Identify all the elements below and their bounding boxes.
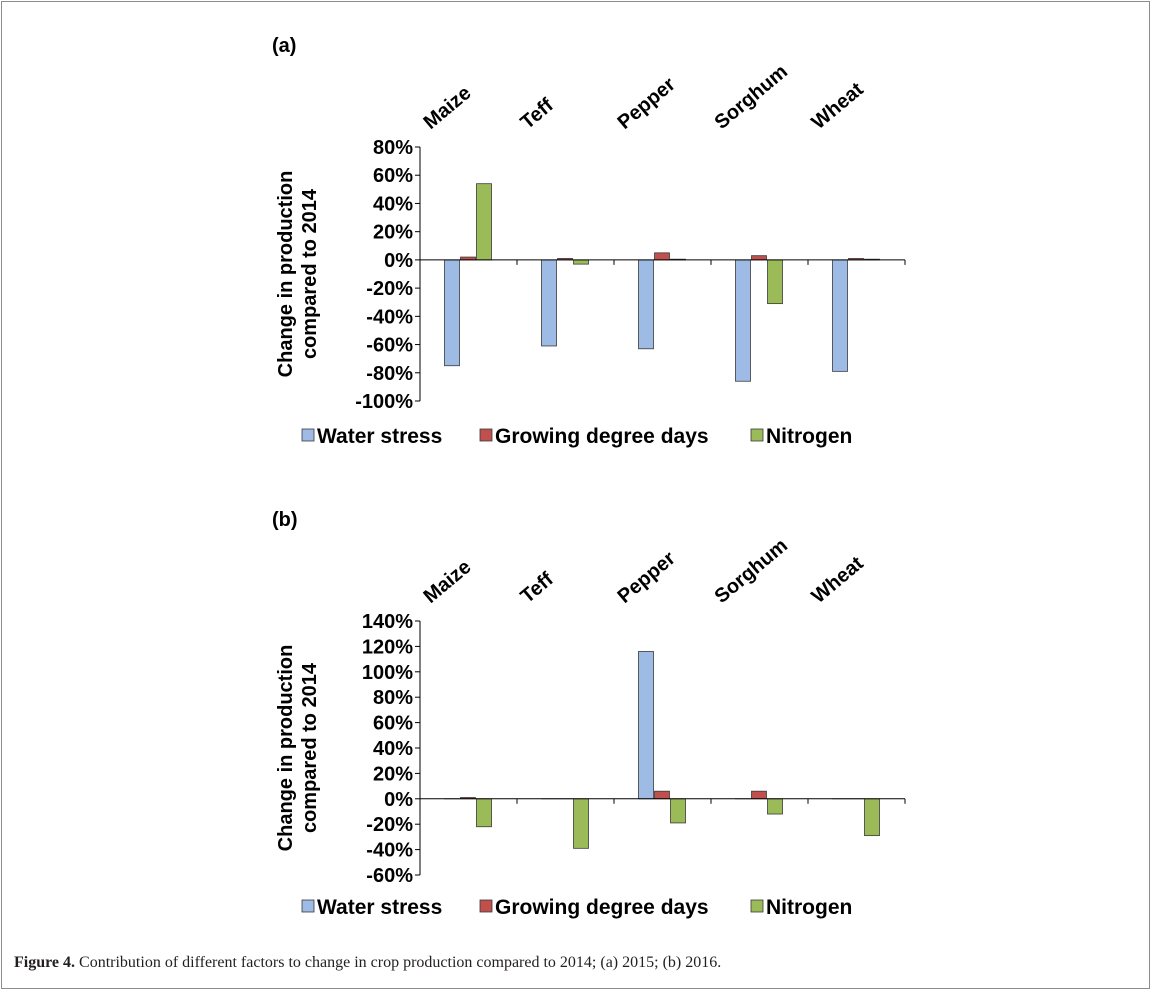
y-tick-label: -20%	[366, 814, 413, 836]
bar	[751, 255, 767, 261]
y-tick-label: 100%	[362, 662, 413, 684]
bar	[670, 798, 686, 824]
figure-caption: Figure 4. Contribution of different fact…	[14, 954, 1134, 972]
y-axis-title-line1: Change in production	[275, 645, 297, 852]
category-label: Sorghum	[711, 61, 792, 134]
bar	[767, 259, 783, 305]
y-axis-title-line2: compared to 2014	[299, 662, 321, 833]
y-tick-label: -40%	[366, 306, 413, 328]
y-axis-title-line2: compared to 2014	[299, 188, 321, 359]
legend-swatch	[479, 899, 493, 913]
caption-label: Figure 4.	[14, 954, 76, 971]
y-tick-label: -80%	[366, 363, 413, 385]
legend-label: Nitrogen	[766, 896, 852, 919]
y-tick-label: -20%	[366, 278, 413, 300]
category-label: Pepper	[614, 547, 680, 608]
legend-swatch	[479, 428, 493, 442]
legend-swatch	[301, 899, 315, 913]
panel-label: (b)	[272, 509, 298, 531]
category-label: Maize	[420, 556, 476, 608]
bar	[735, 259, 751, 382]
y-tick-label: -60%	[366, 335, 413, 357]
y-tick-label: 0%	[384, 789, 413, 811]
bar	[751, 790, 767, 800]
panel-label: (a)	[272, 35, 296, 57]
bar	[573, 259, 589, 265]
bar	[654, 252, 670, 261]
y-tick-label: 20%	[373, 222, 413, 244]
y-tick-label: 60%	[373, 165, 413, 187]
caption-text: Contribution of different factors to cha…	[79, 954, 722, 971]
bar	[767, 798, 783, 815]
y-tick-label: 140%	[362, 611, 413, 633]
y-tick-label: 40%	[373, 738, 413, 760]
y-tick-label: -100%	[355, 391, 413, 413]
y-tick-label: 80%	[373, 687, 413, 709]
bar	[476, 798, 492, 828]
legend-label: Water stress	[317, 425, 442, 448]
bar	[638, 259, 654, 350]
legend-swatch	[750, 899, 764, 913]
category-label: Wheat	[808, 78, 868, 134]
category-label: Teff	[517, 94, 558, 134]
bar	[541, 259, 557, 347]
legend-label: Nitrogen	[766, 425, 852, 448]
category-label: Sorghum	[711, 535, 792, 608]
chart-panel-a: (a) Change in production compared to 2014 8…	[272, 35, 906, 448]
bar	[654, 790, 670, 800]
legend-label: Growing degree days	[495, 425, 709, 448]
y-tick-label: 20%	[373, 763, 413, 785]
y-tick-label: 120%	[362, 636, 413, 658]
bar	[476, 183, 492, 261]
bar	[638, 651, 654, 800]
chart-panel-b: (b) Change in production compared to 2014 1…	[272, 509, 906, 919]
bar	[573, 798, 589, 849]
category-label: Pepper	[614, 73, 680, 134]
y-tick-label: 80%	[373, 137, 413, 159]
category-label: Maize	[420, 82, 476, 134]
y-tick-label: 60%	[373, 713, 413, 735]
bar	[864, 798, 880, 837]
y-tick-label: 0%	[384, 250, 413, 272]
legend-swatch	[301, 428, 315, 442]
y-axis-title-line1: Change in production	[275, 171, 297, 378]
bar	[444, 259, 460, 367]
y-tick-label: -60%	[366, 865, 413, 887]
category-label: Teff	[517, 568, 558, 608]
bar	[832, 259, 848, 372]
legend-label: Water stress	[317, 896, 442, 919]
y-tick-label: 40%	[373, 193, 413, 215]
category-label: Wheat	[808, 552, 868, 608]
legend-swatch	[750, 428, 764, 442]
y-tick-label: -40%	[366, 840, 413, 862]
legend-label: Growing degree days	[495, 896, 709, 919]
